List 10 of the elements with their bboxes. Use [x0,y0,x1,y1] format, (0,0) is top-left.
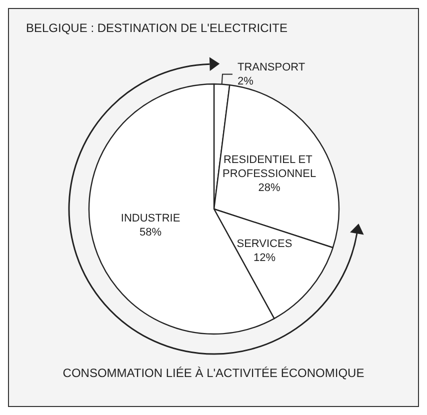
data-label: 58% [140,226,162,238]
legend-label: TRANSPORT [237,61,306,74]
slice-label: SERVICES [236,238,292,250]
slice-label: RESIDENTIEL ET PROFESSIONNEL [222,154,316,180]
text: CONSOMMATION LIÉE À L'ACTIVITÉE ÉCONOMIQUE [62,366,364,380]
data-label: 28% [258,182,281,194]
data-label: 12% [253,252,276,264]
slice-label: INDUSTRIE [120,212,180,224]
data-label: 2% [237,75,254,88]
chart-title: BELGIQUE : DESTINATION DE L'ELECTRICITE [26,21,288,35]
